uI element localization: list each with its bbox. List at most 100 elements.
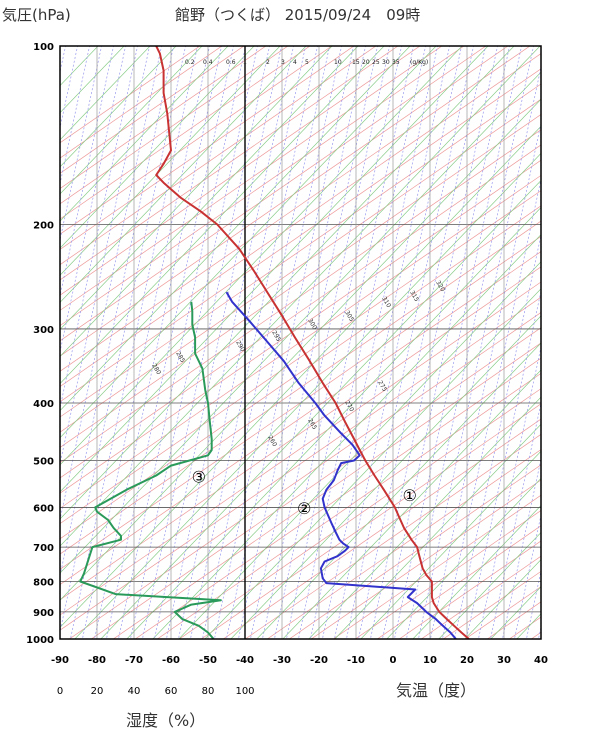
- reference-line: [60, 159, 541, 494]
- series-group: [79, 46, 470, 639]
- y-axis-title: 気圧(hPa): [2, 6, 71, 24]
- x-tick-label: 30: [497, 655, 511, 666]
- reference-line: [60, 46, 437, 439]
- reference-line: [126, 207, 541, 639]
- y-tick-label: 700: [33, 543, 54, 554]
- x-tick-label: 20: [460, 655, 474, 666]
- reference-line: [322, 46, 450, 639]
- reference-line: [60, 281, 541, 616]
- reference-line: [334, 423, 541, 639]
- reference-line: [0, 16, 12, 669]
- mixing-ratio-label: 2: [266, 59, 270, 66]
- reference-line: [566, 16, 590, 669]
- isentrope-label: 300: [306, 318, 318, 332]
- y-tick-label: 1000: [26, 635, 54, 646]
- reference-line: [332, 494, 541, 639]
- reference-line: [282, 369, 541, 639]
- reference-line: [60, 46, 78, 130]
- isentrope-label: 290: [234, 340, 246, 354]
- reference-line: [360, 450, 541, 639]
- series-annotations: ① ② ③: [192, 468, 417, 518]
- x-tick-label: -70: [125, 655, 143, 666]
- reference-line: [60, 98, 541, 601]
- mixing-ratio-label: (g/Kg): [410, 59, 428, 66]
- reference-line: [60, 46, 289, 205]
- reference-line: [298, 46, 426, 639]
- reference-line: [60, 83, 541, 418]
- isentrope-label: 270: [343, 400, 355, 414]
- reference-line: [354, 510, 541, 639]
- reference-line: [60, 46, 463, 466]
- reference-line: [60, 46, 385, 385]
- humidity-tick-label: 60: [165, 686, 178, 697]
- reference-line: [418, 65, 541, 639]
- reference-line: [60, 46, 125, 114]
- mixing-ratio-label: 0.4: [203, 59, 213, 66]
- reference-line: [60, 46, 151, 141]
- reference-line: [112, 342, 541, 639]
- reference-line: [90, 327, 541, 639]
- reference-line: [74, 152, 541, 639]
- reference-line: [510, 16, 590, 669]
- series-line: [79, 301, 222, 639]
- reference-line: [508, 616, 541, 639]
- reference-line: [60, 46, 267, 189]
- reference-line: [310, 46, 438, 639]
- mixing-ratio-label: 30: [382, 59, 390, 66]
- reference-line: [286, 46, 414, 639]
- reference-line: [60, 46, 174, 578]
- reference-line: [60, 46, 377, 266]
- y-tick-label: 800: [33, 578, 54, 589]
- chart-title: 館野（つくば） 2015/09/24 09時: [175, 6, 420, 24]
- reference-line: [60, 46, 531, 372]
- reference-line: [60, 46, 223, 159]
- series-line: [155, 46, 470, 639]
- reference-line: [334, 46, 462, 639]
- reference-line: [442, 177, 541, 639]
- reference-line: [60, 129, 541, 464]
- reference-line: [60, 220, 541, 555]
- isentrope-label: 260: [266, 435, 278, 449]
- reference-line: [60, 46, 201, 144]
- x-tick-label: -90: [51, 655, 69, 666]
- reference-line: [60, 46, 203, 195]
- reference-line: [230, 315, 541, 639]
- reference-line: [0, 16, 60, 669]
- humidity-tick-label: 0: [57, 686, 63, 697]
- reference-line: [288, 464, 541, 639]
- x-tick-label: -50: [199, 655, 217, 666]
- reference-line: [60, 46, 281, 276]
- reference-line: [556, 16, 590, 669]
- reference-line: [376, 525, 541, 639]
- x-tick-label: 40: [534, 655, 548, 666]
- reference-line: [256, 342, 541, 639]
- reference-line: [156, 372, 541, 639]
- reference-line: [82, 46, 210, 639]
- reference-line: [60, 46, 515, 520]
- reference-line: [530, 631, 541, 639]
- reference-line: [60, 46, 177, 168]
- isentrope-label: 310: [380, 296, 392, 310]
- reference-line: [0, 16, 48, 669]
- x-tick-label: -60: [162, 655, 180, 666]
- reference-line: [516, 613, 541, 639]
- reference-line: [60, 68, 541, 403]
- reference-line: [130, 46, 258, 639]
- series-line: [225, 291, 457, 639]
- mixing-ratio-label: 5: [305, 59, 309, 66]
- reference-line: [60, 251, 541, 585]
- isentrope-label: 285: [174, 351, 186, 365]
- series-annotation: ②: [297, 499, 311, 518]
- reference-line: [60, 174, 541, 509]
- reference-line: [60, 46, 489, 493]
- reference-line: [152, 234, 541, 639]
- x-tick-label: 0: [390, 655, 397, 666]
- reference-line: [60, 71, 541, 574]
- reference-line: [60, 46, 126, 354]
- reference-line: [60, 46, 307, 303]
- reference-line: [490, 401, 541, 639]
- reference-line: [244, 433, 541, 639]
- isentrope-label: 280: [150, 363, 162, 377]
- reference-line: [200, 403, 541, 639]
- reference-line: [60, 46, 162, 522]
